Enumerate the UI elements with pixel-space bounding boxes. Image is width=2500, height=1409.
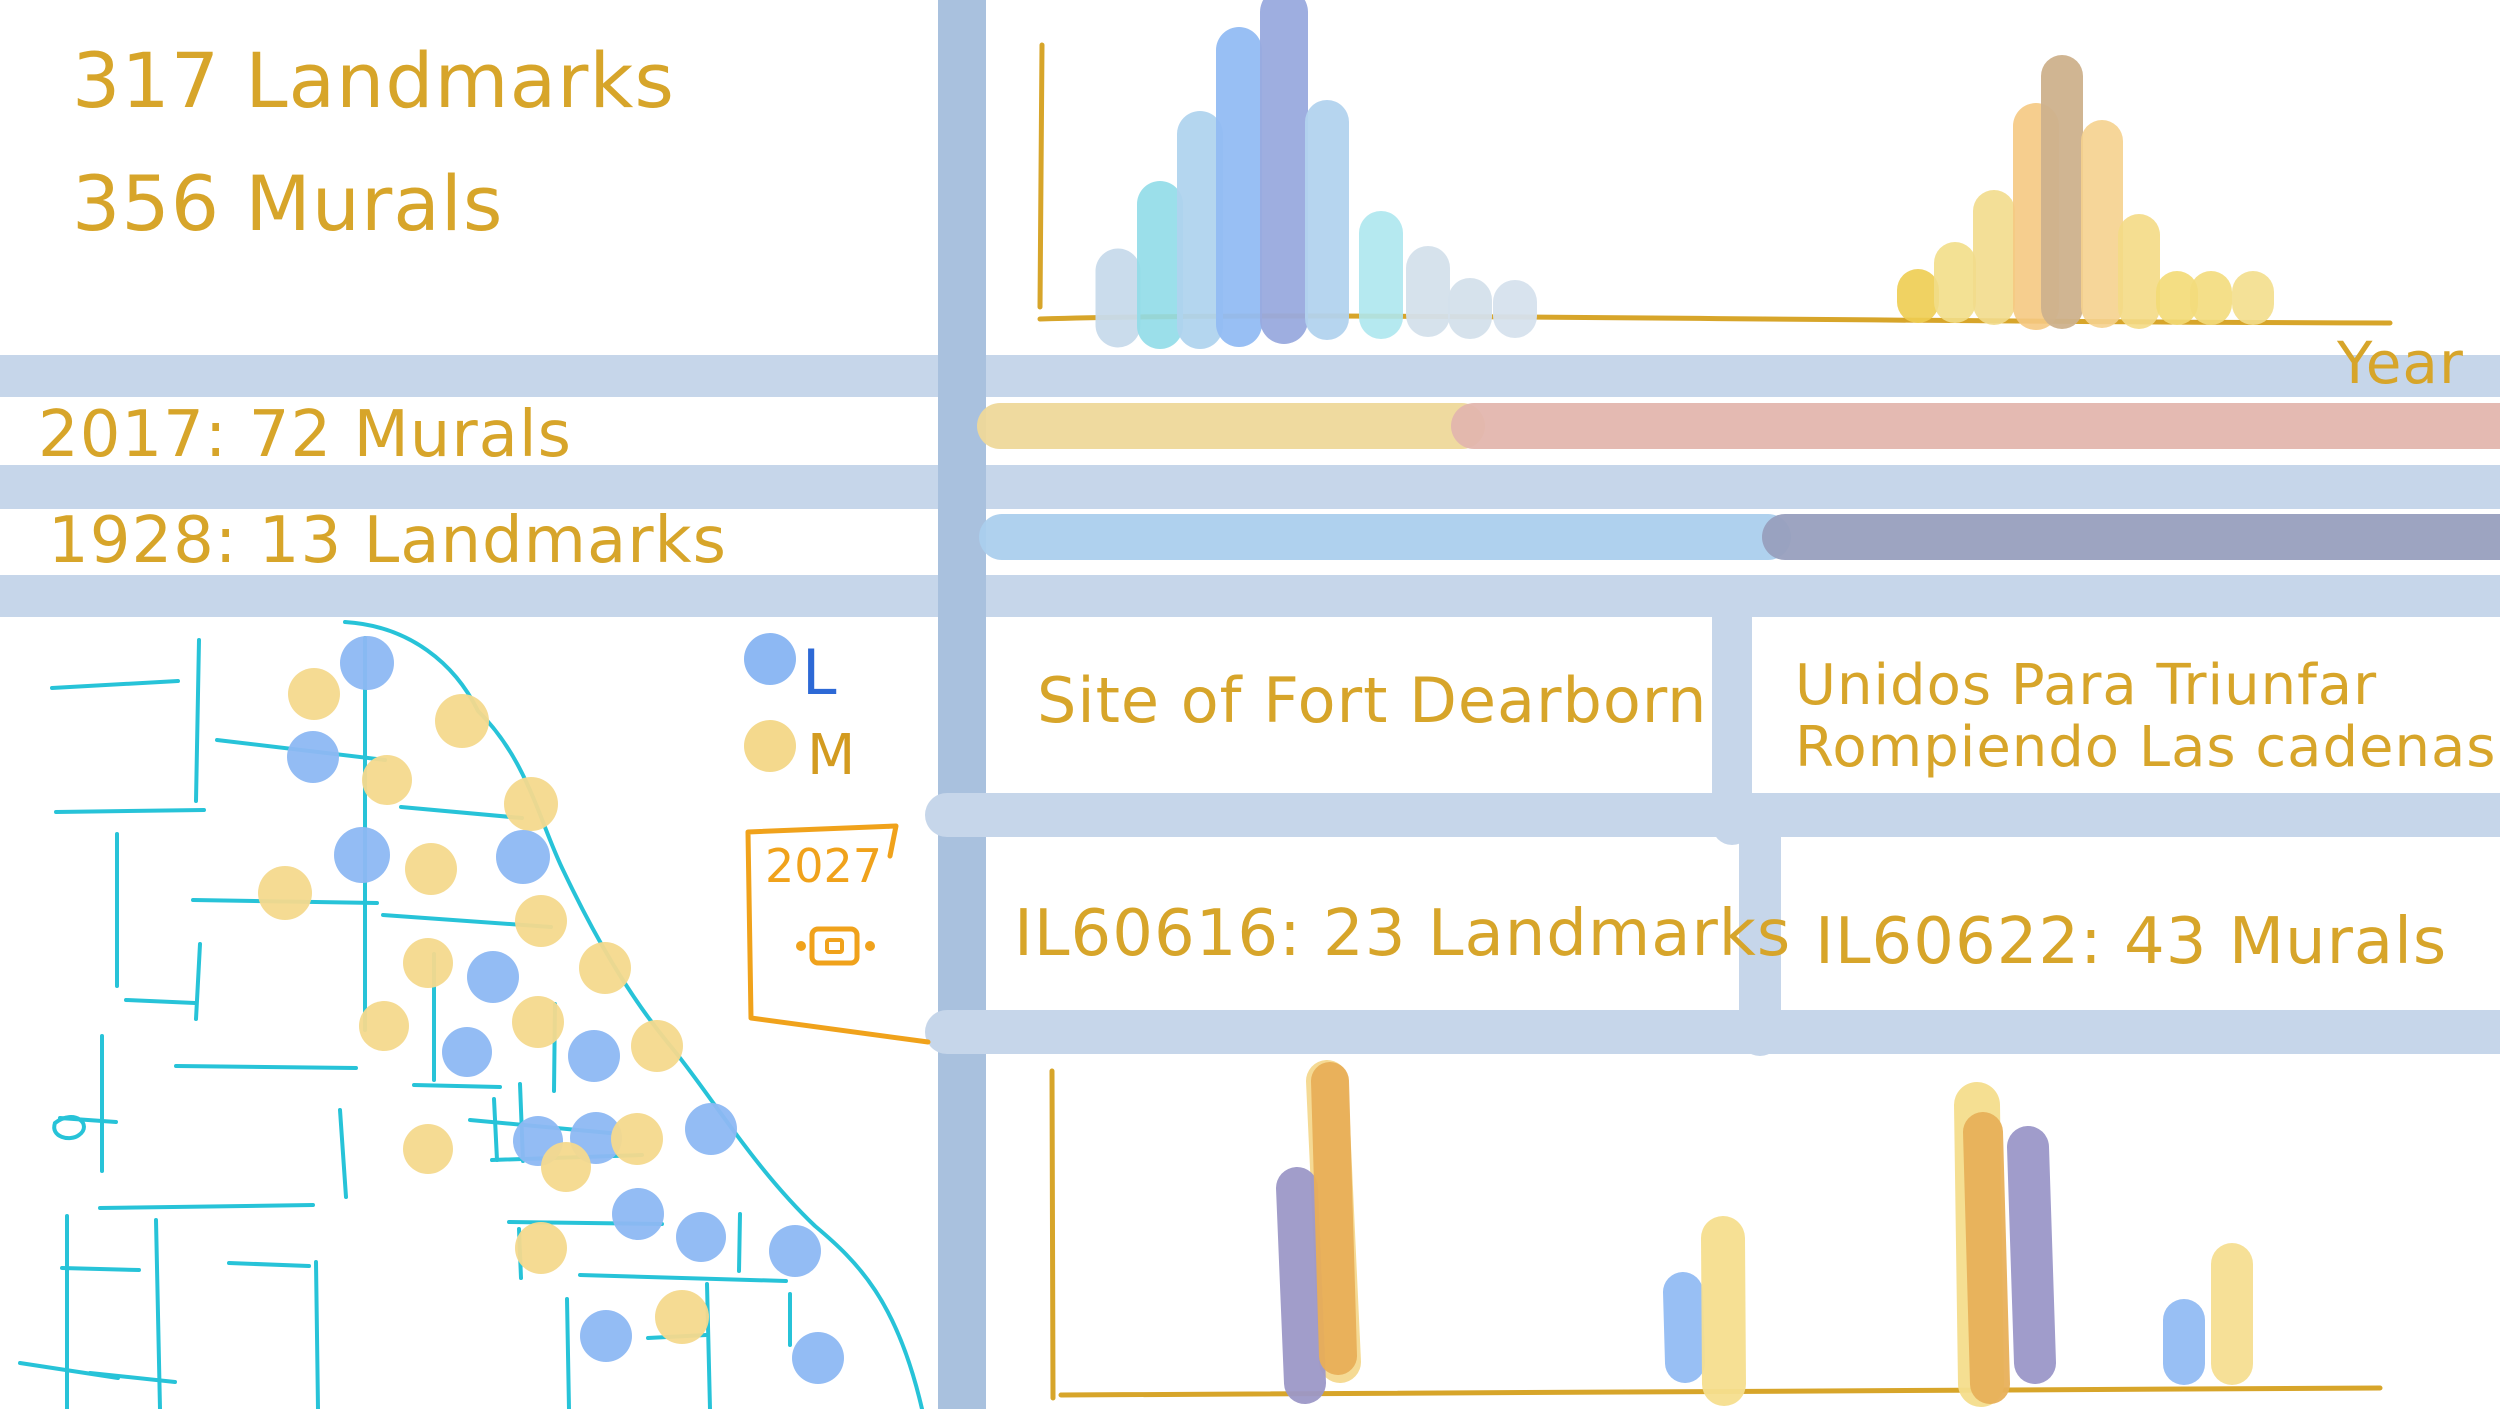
map-street — [174, 1064, 358, 1070]
map-street — [705, 1282, 712, 1409]
detail-panel: Site of Fort Dearborn Unidos Para Triunf… — [1014, 653, 2496, 979]
landmarks-total: 317 Landmarks — [72, 36, 675, 125]
map-street — [338, 1108, 348, 1199]
map-street — [98, 1203, 315, 1210]
landmark-year-highlight: 1928: 13 Landmarks — [48, 504, 727, 578]
top-chart-yellow-series — [1897, 55, 2274, 330]
landmark-point — [676, 1212, 726, 1262]
landmarks-legend-dot — [744, 633, 796, 685]
mural-point — [359, 1001, 409, 1051]
landmark-point — [334, 827, 390, 883]
map-street — [154, 1218, 162, 1409]
map-street — [60, 1266, 141, 1272]
top-chart-blue-series — [1095, 0, 1537, 349]
mural-point — [515, 895, 567, 947]
mural-point — [258, 866, 312, 920]
map-street — [578, 1273, 788, 1283]
mural-detail-name-1: Unidos Para Triunfar — [1795, 653, 2377, 718]
murals-legend-label: M — [807, 723, 856, 788]
map-street — [124, 998, 197, 1005]
map-street — [18, 1361, 120, 1380]
top-chart-y-axis — [1037, 42, 1045, 310]
mural-point — [288, 668, 340, 720]
bottom-bar-group-1-landmark — [1276, 1167, 1326, 1404]
bottom-bar-group-3-highlight — [1963, 1112, 2010, 1404]
landmark-point — [467, 951, 519, 1003]
mural-point — [504, 777, 558, 831]
murals-total: 356 Murals — [72, 159, 504, 248]
map-street — [194, 638, 201, 803]
landmark-point — [287, 731, 339, 783]
mural-detail-name-2: Rompiendo Las cadenas — [1795, 715, 2496, 780]
play-control-center — [825, 938, 844, 954]
map-street — [227, 1261, 311, 1268]
play-control-frame — [809, 926, 860, 966]
play-control-right-dot — [865, 941, 875, 951]
mural-point — [403, 1124, 453, 1174]
landmark-point — [442, 1027, 492, 1077]
bottom-comparison-chart — [1049, 1060, 2383, 1407]
year-filter-box[interactable] — [745, 823, 931, 1045]
bottom-bar-group-2-mural — [1701, 1216, 1746, 1406]
mural-point — [611, 1113, 663, 1165]
landmark-point — [792, 1332, 844, 1384]
landmark-point — [612, 1188, 664, 1240]
map-street — [194, 942, 202, 1021]
mural-point — [362, 755, 412, 805]
bottom-bar-group-3-landmark — [2007, 1126, 2056, 1384]
landmark-zip-summary: IL60616: 23 Landmarks — [1014, 897, 1791, 971]
landmark-point — [685, 1103, 737, 1155]
landmarks-legend-label: L — [802, 636, 837, 709]
map-street — [565, 1297, 571, 1409]
map-panel — [18, 620, 924, 1409]
mural-point — [631, 1020, 683, 1072]
mural-point — [512, 996, 564, 1048]
year-filter-value: 2027 — [765, 839, 882, 893]
play-control-left-dot — [796, 941, 806, 951]
mural-point — [403, 938, 453, 988]
landmark-point — [496, 830, 550, 884]
top-distribution-chart: Year — [1037, 0, 2464, 397]
bottom-bar-group-2-landmark — [1663, 1272, 1705, 1383]
map-street — [492, 1097, 499, 1162]
legend-panel: L M 2027 — [744, 633, 931, 1045]
mural-point — [435, 694, 489, 748]
map-street — [399, 805, 524, 820]
play-control[interactable] — [796, 926, 875, 966]
mural-point — [515, 1222, 567, 1274]
map-street — [54, 808, 206, 814]
map-street — [737, 1212, 742, 1273]
landmark-point — [568, 1030, 620, 1082]
landmark-point — [340, 636, 394, 690]
landmark-point — [580, 1310, 632, 1362]
mural-point — [579, 942, 631, 994]
map-street — [412, 1083, 502, 1089]
mural-point — [541, 1142, 591, 1192]
map-loop — [52, 1115, 86, 1141]
bottom-chart-y-axis — [1049, 1068, 1056, 1401]
top-chart-x-label: Year — [2336, 329, 2464, 397]
bottom-bar-group-1-highlight — [1311, 1062, 1357, 1375]
mural-zip-summary: IL60622: 43 Murals — [1815, 905, 2447, 979]
map-street — [50, 679, 180, 690]
mural-point — [405, 843, 457, 895]
summary-panel: 317 Landmarks 356 Murals — [72, 36, 675, 248]
map-points — [258, 636, 844, 1384]
mural-year-highlight: 2017: 72 Murals — [38, 398, 572, 472]
highlight-rows: 2017: 72 Murals 1928: 13 Landmarks — [38, 398, 2500, 578]
landmark-point — [769, 1225, 821, 1277]
murals-legend-dot — [744, 720, 796, 772]
mural-point — [655, 1290, 709, 1344]
map-street — [314, 1260, 320, 1409]
landmark-detail-name: Site of Fort Dearborn — [1037, 664, 1707, 737]
